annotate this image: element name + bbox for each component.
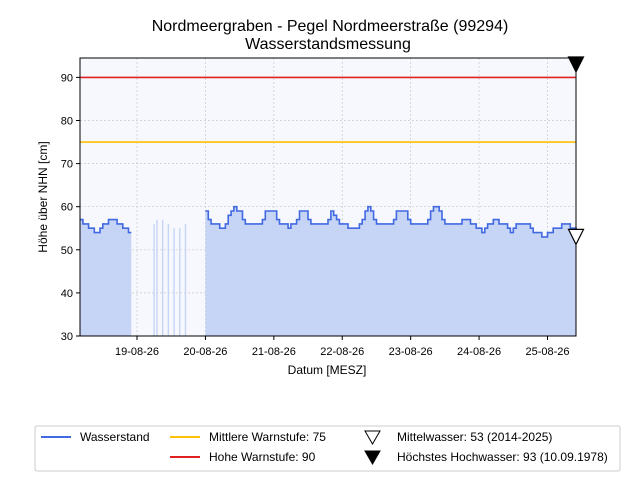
y-tick-label: 70 (61, 159, 73, 171)
x-tick-label: 21-08-26 (252, 346, 296, 358)
water-level-area-0 (80, 219, 132, 336)
x-axis-label: Datum [MESZ] (288, 363, 367, 377)
plot-area (80, 58, 577, 336)
legend: Wasserstand Mittlere Warnstufe: 75 Hohe … (34, 425, 621, 472)
chart-title: Nordmeergraben - Pegel Nordmeerstraße (9… (152, 18, 509, 35)
legend-label-high-warning: Hohe Warnstufe: 90 (209, 450, 316, 464)
mean-water-marker (567, 228, 585, 246)
water-level-line-0 (80, 218, 132, 234)
legend-label-mean-water: Mittelwasser: 53 (2014-2025) (397, 430, 552, 444)
legend-label-water-level: Wasserstand (80, 430, 150, 444)
legend-marker-highest-flood-icon (364, 450, 381, 466)
water-level-area-1 (205, 206, 576, 336)
x-tick-label: 20-08-26 (183, 346, 227, 358)
water-level-line-1 (205, 205, 577, 238)
legend-label-highest-flood: Höchstes Hochwasser: 93 (10.09.1978) (397, 450, 608, 464)
y-tick-label: 60 (61, 202, 73, 214)
x-tick-label: 23-08-26 (389, 346, 433, 358)
y-axis-label: Höhe über NHN [cm] (36, 141, 50, 252)
plot-frame (79, 57, 577, 337)
chart-subtitle: Wasserstandsmessung (245, 36, 411, 53)
y-tick-label: 80 (61, 115, 73, 127)
axes: 30 40 50 60 70 80 90 19-08-26 20-08-26 21-08-26 22… (61, 56, 585, 358)
x-tick-label: 19-08-26 (115, 346, 159, 358)
x-tick-label: 22-08-26 (320, 346, 364, 358)
legend-marker-mean-water-icon (364, 430, 381, 446)
y-tick-label: 40 (61, 288, 73, 300)
y-tick-label: 30 (61, 331, 73, 343)
legend-label-mid-warning: Mittlere Warnstufe: 75 (209, 430, 326, 444)
y-tick-label: 50 (61, 245, 73, 257)
x-tick-label: 25-08-26 (525, 346, 569, 358)
highest-flood-marker (567, 56, 585, 74)
y-tick-label: 90 (61, 72, 73, 84)
x-tick-label: 24-08-26 (457, 346, 501, 358)
